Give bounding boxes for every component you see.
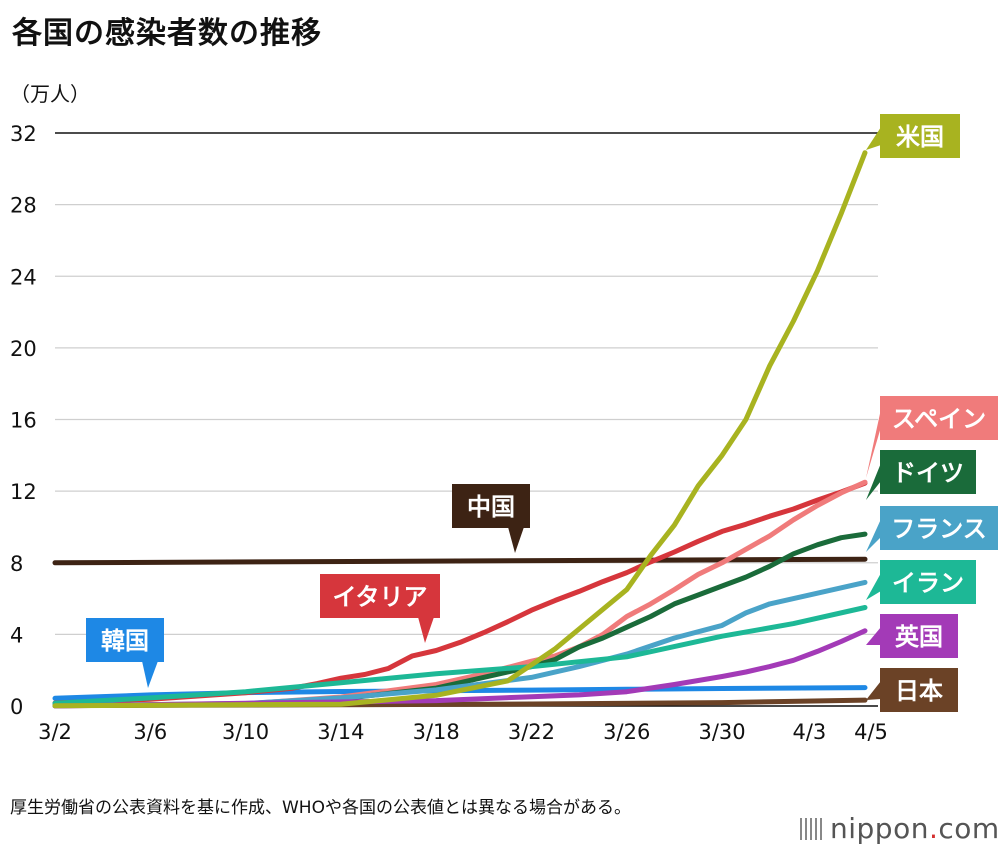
y-tick-label-32: 32 bbox=[10, 122, 37, 146]
label-box-米国 bbox=[880, 114, 960, 158]
label-pointer-米国 bbox=[866, 127, 881, 150]
label-text-日本: 日本 bbox=[895, 677, 943, 705]
series-line-スペイン bbox=[52, 479, 868, 709]
x-tick-label-3/2: 3/2 bbox=[38, 720, 72, 744]
series-line-英国 bbox=[52, 628, 868, 709]
source-footnote: 厚生労働省の公表資料を基に作成、WHOや各国の公表値とは異なる場合がある。 bbox=[10, 798, 631, 818]
label-pointer-日本 bbox=[866, 681, 881, 700]
label-box-イラン bbox=[880, 560, 976, 604]
x-tick-label-3/18: 3/18 bbox=[413, 720, 460, 744]
x-tick-label-3/22: 3/22 bbox=[508, 720, 555, 744]
y-tick-label-20: 20 bbox=[10, 337, 37, 361]
label-text-フランス: フランス bbox=[891, 515, 987, 543]
label-text-中国: 中国 bbox=[467, 493, 515, 521]
y-tick-label-12: 12 bbox=[10, 480, 37, 504]
y-tick-label-28: 28 bbox=[10, 194, 37, 218]
brand-tld: com bbox=[938, 812, 1000, 845]
label-pointer-中国 bbox=[508, 527, 524, 553]
x-tick-label-3/14: 3/14 bbox=[317, 720, 364, 744]
label-box-韓国 bbox=[86, 618, 164, 662]
label-pointer-イタリア bbox=[418, 617, 434, 643]
label-pointer-ドイツ bbox=[866, 463, 881, 500]
label-text-スペイン: スペイン bbox=[892, 405, 986, 433]
x-tick-label-3/30: 3/30 bbox=[698, 720, 745, 744]
label-text-イタリア: イタリア bbox=[332, 583, 427, 611]
brand-bars-icon bbox=[800, 818, 822, 840]
brand-logo: nippon.com bbox=[800, 812, 1000, 845]
label-pointer-イラン bbox=[866, 573, 881, 600]
y-tick-label-4: 4 bbox=[10, 623, 23, 647]
label-text-韓国: 韓国 bbox=[101, 627, 149, 655]
label-box-イタリア bbox=[320, 574, 440, 618]
x-tick-label-3/26: 3/26 bbox=[603, 720, 650, 744]
line-chart: 0 4 8 12 16 20 24 28 32 3/2 3/6 3/10 3/14 3/18 3/22 3/2… bbox=[10, 114, 998, 744]
x-tick-label-4/3: 4/3 bbox=[792, 720, 826, 744]
label-box-中国 bbox=[452, 484, 530, 528]
y-tick-label-16: 16 bbox=[10, 409, 37, 433]
x-tick-label-3/10: 3/10 bbox=[222, 720, 269, 744]
label-pointer-スペイン bbox=[866, 409, 881, 478]
label-box-ドイツ bbox=[880, 450, 976, 494]
y-axis-unit-label: （万人） bbox=[10, 82, 90, 106]
series-line-米国 bbox=[52, 150, 868, 709]
y-tick-label-0: 0 bbox=[10, 695, 23, 719]
series-line-イラン bbox=[52, 605, 868, 706]
series-line-フランス bbox=[52, 579, 868, 709]
chart-title: 各国の感染者数の推移 bbox=[12, 16, 322, 51]
label-box-英国 bbox=[880, 614, 958, 658]
brand-name: nippon bbox=[830, 812, 929, 845]
brand-dot: . bbox=[928, 812, 939, 845]
label-pointer-フランス bbox=[866, 519, 881, 552]
label-pointer-韓国 bbox=[142, 661, 158, 688]
label-text-イラン: イラン bbox=[892, 569, 964, 597]
x-tick-label-3/6: 3/6 bbox=[133, 720, 167, 744]
label-text-英国: 英国 bbox=[895, 623, 943, 651]
label-pointer-英国 bbox=[866, 627, 881, 645]
label-text-ドイツ: ドイツ bbox=[892, 459, 964, 487]
label-box-日本 bbox=[880, 668, 958, 712]
label-text-米国: 米国 bbox=[896, 123, 944, 151]
y-tick-label-24: 24 bbox=[10, 265, 37, 289]
y-tick-label-8: 8 bbox=[10, 552, 23, 576]
x-tick-label-4/5: 4/5 bbox=[854, 720, 888, 744]
label-box-フランス bbox=[880, 506, 998, 550]
series-line-イタリア bbox=[52, 480, 868, 706]
label-box-スペイン bbox=[880, 396, 998, 440]
